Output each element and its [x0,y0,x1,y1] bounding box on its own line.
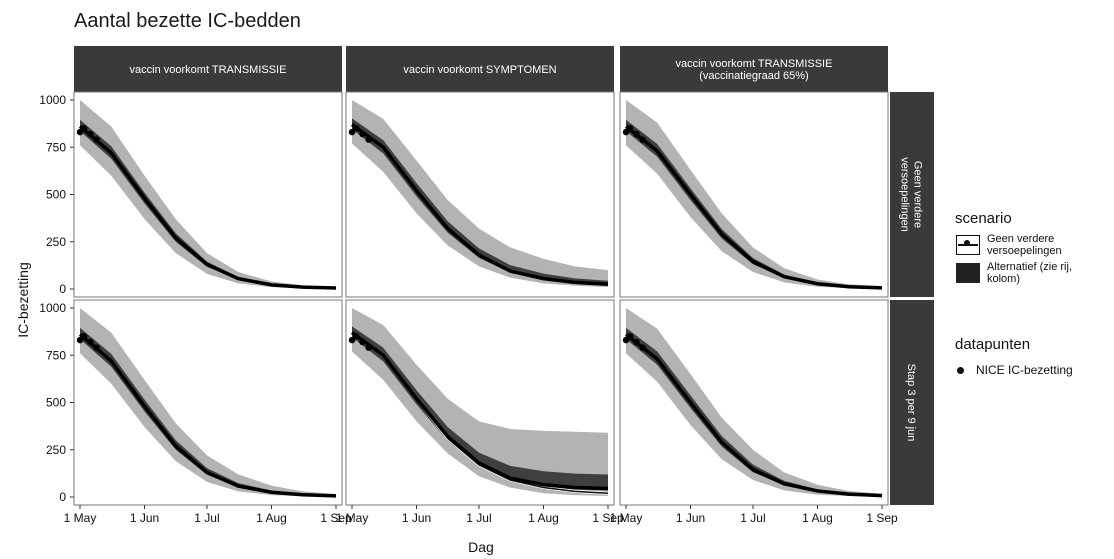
uncertainty-band [80,308,336,497]
column-strip-2 [620,46,888,92]
row-strip-label: Geen verdere [912,161,924,228]
y-tick-label: 750 [46,348,66,362]
uncertainty-band [352,308,608,497]
observed-point [633,130,640,138]
observed-point [359,338,366,346]
observed-point [348,128,356,136]
observed-point [93,136,100,143]
legend-key-baseline [955,233,981,257]
legend-title: scenario [955,210,1012,227]
x-tick-label: 1 Sep [866,511,898,525]
median-line [624,125,883,290]
observed-point [639,136,646,143]
legend-label-alternative: Alternatief (zie rij, kolom) [987,261,1072,285]
median-line [78,125,337,290]
legend-item-alternative: Alternatief (zie rij, kolom) [955,261,1087,285]
median-line [350,331,609,491]
observed-point [76,336,84,344]
observed-point [626,333,634,340]
y-tick-label: 0 [59,282,66,296]
observed-point [633,338,640,346]
column-strip-0 [74,46,342,92]
observed-point [626,125,634,132]
observed-point [76,128,84,136]
legend-key-nice [957,366,964,374]
column-strip-label: vaccin voorkomt SYMPTOMEN [403,64,556,76]
row-strip-1 [890,300,934,505]
observed-point [622,336,630,344]
x-axis-label: Dag [468,539,494,555]
y-tick-label: 750 [46,140,66,154]
observed-point [365,344,372,351]
uncertainty-band [80,100,336,289]
y-tick-label: 1000 [39,301,66,315]
observed-point [639,344,646,351]
y-axis-label: IC-bezetting [15,262,31,337]
row-strip-0 [890,92,934,297]
y-tick-label: 1000 [39,93,66,107]
x-tick-label: 1 May [610,511,643,525]
uncertainty-band [626,100,882,289]
inner-band [352,326,608,491]
y-tick-label: 0 [59,490,66,504]
observed-point [87,130,94,138]
observed-point [93,344,100,351]
observed-point [80,125,88,132]
x-tick-label: 1 May [336,511,369,525]
column-strip-label: vaccin voorkomt TRANSMISSIE [130,64,287,76]
y-tick-label: 250 [46,443,66,457]
median-line [350,123,609,287]
datapoints-title: datapunten [955,336,1031,353]
row-strip-label: Stap 3 per 9 jun [905,364,917,442]
column-strip-label: (vaccinatiegraad 65%) [699,70,808,82]
median-line [78,333,337,498]
chart-title: Aantal bezette IC-bedden [74,10,301,32]
observed-point [352,333,360,340]
legend-label-nice: NICE IC-bezetting [976,363,1073,377]
column-strip-label: vaccin voorkomt TRANSMISSIE [676,58,833,70]
legend-label-baseline: Geen verdere versoepelingen [987,233,1062,257]
uncertainty-band [626,308,882,497]
row-strip-label: versoepelingen [899,157,911,232]
observed-point [87,338,94,346]
observed-point [352,125,360,132]
x-tick-label: 1 Jun [676,511,705,525]
x-tick-label: 1 Jul [466,511,491,525]
observed-point [348,336,356,344]
observed-point [365,136,372,143]
observed-point [80,333,88,340]
legend-item-nice: NICE IC-bezetting [955,363,1073,377]
scenario-legend: scenario Geen verdere versoepelingen Alt… [955,210,1087,289]
x-tick-label: 1 Jun [130,511,159,525]
x-tick-label: 1 Sep [592,511,624,525]
column-strip-1 [346,46,614,92]
observed-point [622,128,630,136]
y-tick-label: 250 [46,235,66,249]
inner-band [352,118,608,285]
x-tick-label: 1 Jul [740,511,765,525]
y-tick-label: 500 [46,396,66,410]
x-tick-label: 1 Jul [194,511,219,525]
x-tick-label: 1 May [64,511,97,525]
datapoints-legend: datapunten NICE IC-bezetting [955,336,1073,377]
y-tick-label: 500 [46,188,66,202]
x-tick-label: 1 Aug [802,511,833,525]
x-tick-label: 1 Sep [320,511,352,525]
x-tick-label: 1 Jun [402,511,431,525]
median-line [624,333,883,498]
legend-key-alternative [955,261,981,285]
legend-item-baseline: Geen verdere versoepelingen [955,233,1087,257]
observed-point [359,130,366,138]
x-tick-label: 1 Aug [528,511,559,525]
x-tick-label: 1 Aug [256,511,287,525]
